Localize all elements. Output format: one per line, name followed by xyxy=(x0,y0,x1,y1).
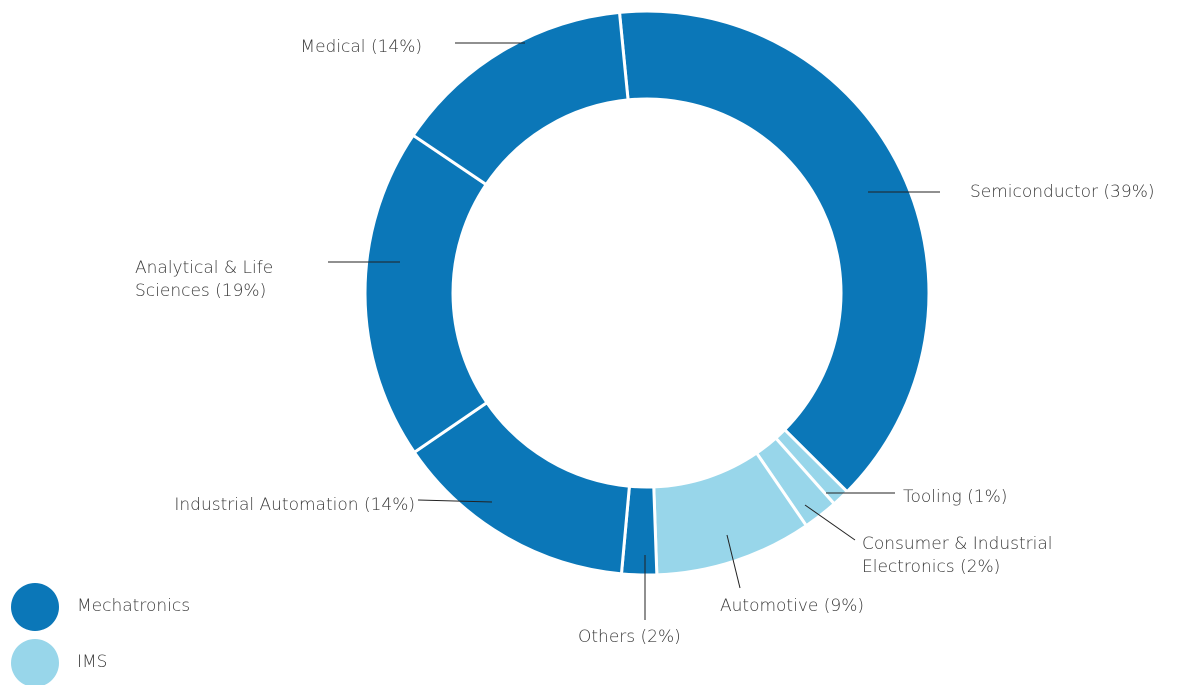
leader-line xyxy=(726,534,741,589)
donut-segment xyxy=(411,10,630,187)
segment-label: Tooling (1%) xyxy=(903,487,1008,507)
donut-segment xyxy=(363,133,490,455)
legend-swatch xyxy=(11,639,59,685)
segment-label: Medical (14%) xyxy=(300,37,422,57)
segment-label: Industrial Automation (14%) xyxy=(174,495,415,515)
legend-label: Mechatronics xyxy=(77,596,191,616)
segment-label: Consumer & Industrial Electronics (2%) xyxy=(862,534,1053,577)
leader-line xyxy=(804,504,856,541)
segment-label: Semiconductor (39%) xyxy=(970,182,1155,202)
segment-label: Others (2%) xyxy=(578,627,681,647)
legend-label: IMS xyxy=(77,652,108,672)
segment-label: Analytical & Life Sciences (19%) xyxy=(135,258,274,301)
donut-segment xyxy=(617,9,931,494)
legend-swatch xyxy=(11,583,59,631)
segment-label: Automotive (9%) xyxy=(720,596,864,616)
leader-line xyxy=(417,499,493,503)
